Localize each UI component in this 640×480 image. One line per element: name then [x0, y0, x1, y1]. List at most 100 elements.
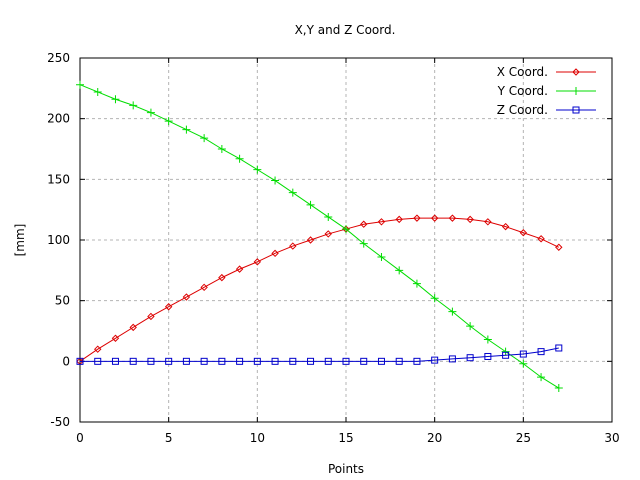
y-coord-point [111, 95, 120, 104]
z-coord-point [271, 357, 279, 365]
y-coord-point [395, 266, 404, 275]
x-coord-point [360, 220, 368, 228]
x-coord-point [519, 229, 528, 237]
x-coord-point [413, 214, 421, 222]
legend-marker [572, 87, 580, 95]
z-coord-point [165, 357, 173, 365]
x-coord-point [147, 312, 155, 321]
x-tick-label: 0 [76, 431, 84, 445]
y-tick-label: 200 [47, 112, 70, 126]
x-coord-series [76, 214, 563, 366]
chart-title: X,Y and Z Coord. [295, 23, 396, 37]
x-coord-point [395, 215, 403, 224]
y-tick-label: -50 [50, 415, 70, 429]
x-coord-point [253, 258, 262, 266]
z-coord-point [76, 357, 84, 365]
z-coord-point [218, 357, 226, 365]
z-coord-point [147, 357, 155, 365]
x-coord-point [94, 345, 102, 353]
x-coord-point [377, 218, 386, 226]
z-coord-point [289, 357, 297, 365]
y-coord-point [466, 322, 475, 331]
z-coord-point [377, 357, 385, 365]
x-coord-point [466, 215, 474, 224]
y-coord-point [182, 125, 191, 134]
y-tick-label: 150 [47, 172, 70, 186]
legend-item-x-coord: X Coord. [497, 65, 596, 79]
y-coord-point [519, 359, 528, 368]
legend-item-y-coord: Y Coord. [497, 84, 596, 98]
y-coord-point [448, 307, 457, 316]
y-coord-point [146, 108, 155, 117]
x-coord-point [501, 222, 510, 231]
z-coord-line [80, 347, 559, 362]
x-coord-point [271, 249, 279, 258]
z-coord-point [555, 344, 563, 352]
z-coord-point [395, 357, 403, 365]
x-tick-label: 25 [516, 431, 531, 445]
z-coord-point [448, 355, 456, 363]
z-coord-point [236, 357, 244, 365]
legend-label: Z Coord. [497, 103, 548, 117]
legend-label: Y Coord. [497, 84, 548, 98]
y-tick-label: 50 [55, 294, 70, 308]
legend: X Coord. Y Coord. Z Coord. [497, 65, 596, 117]
x-axis-label: Points [328, 462, 364, 476]
z-coord-point [129, 357, 137, 365]
y-coord-point [76, 80, 84, 89]
z-coord-point [182, 357, 190, 365]
z-coord-point [502, 351, 510, 359]
x-tick-label: 30 [604, 431, 619, 445]
legend-marker [572, 68, 580, 76]
x-coord-point [324, 230, 332, 238]
z-coord-series [76, 344, 563, 365]
y-coord-point [306, 200, 315, 209]
x-coord-point [164, 303, 173, 311]
y-coord-point [554, 384, 563, 393]
y-coord-point [359, 239, 368, 248]
y-coord-point [342, 225, 350, 234]
x-coord-point [537, 235, 545, 243]
y-coord-point [483, 335, 492, 344]
z-coord-point [413, 357, 421, 365]
y-coord-point [501, 347, 510, 356]
x-coord-point [200, 283, 208, 292]
y-coord-point [271, 176, 280, 185]
z-coord-point [431, 356, 439, 364]
y-coord-point [430, 294, 439, 303]
z-coord-point [466, 354, 474, 362]
x-coord-point [555, 243, 563, 251]
y-coord-line [79, 84, 560, 389]
z-coord-point [342, 357, 350, 365]
x-coord-point [218, 273, 226, 282]
x-coord-point [235, 265, 244, 273]
y-axis-label: [mm] [13, 224, 27, 257]
x-tick-label: 20 [427, 431, 442, 445]
axis-ticks: 0 5 10 15 20 25 30 -50 0 50 100 150 200 250 [47, 51, 620, 445]
x-coord-point [484, 218, 492, 226]
x-tick-label: 5 [165, 431, 173, 445]
z-coord-point [360, 357, 368, 365]
z-coord-point [253, 357, 261, 365]
y-coord-point [164, 117, 173, 126]
z-coord-point [200, 357, 208, 365]
x-coord-point [111, 334, 120, 342]
x-coord-point [129, 323, 137, 332]
y-coord-point [324, 212, 333, 221]
x-coord-line [79, 217, 560, 362]
z-coord-point [519, 350, 527, 358]
x-coord-point [306, 236, 315, 244]
x-tick-label: 15 [338, 431, 353, 445]
y-coord-point [253, 165, 262, 174]
z-coord-point [537, 348, 545, 356]
series-layer [76, 80, 563, 393]
x-tick-label: 10 [250, 431, 265, 445]
y-coord-point [235, 154, 244, 163]
y-tick-label: 250 [47, 51, 70, 65]
z-coord-point [324, 357, 332, 365]
y-coord-point [537, 373, 546, 382]
x-coord-point [448, 214, 457, 222]
z-coord-point [111, 357, 119, 365]
legend-item-z-coord: Z Coord. [497, 103, 596, 117]
